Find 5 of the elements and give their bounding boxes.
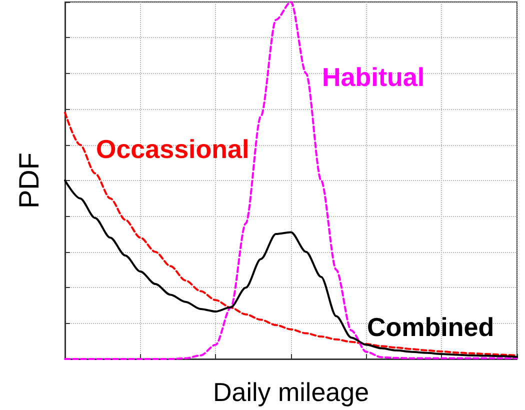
series-label: Occassional	[96, 134, 250, 164]
series-label: Combined	[367, 312, 494, 342]
series-label: Habitual	[322, 62, 425, 92]
x-axis-title: Daily mileage	[212, 377, 370, 407]
y-axis-title: PDF	[14, 152, 44, 208]
